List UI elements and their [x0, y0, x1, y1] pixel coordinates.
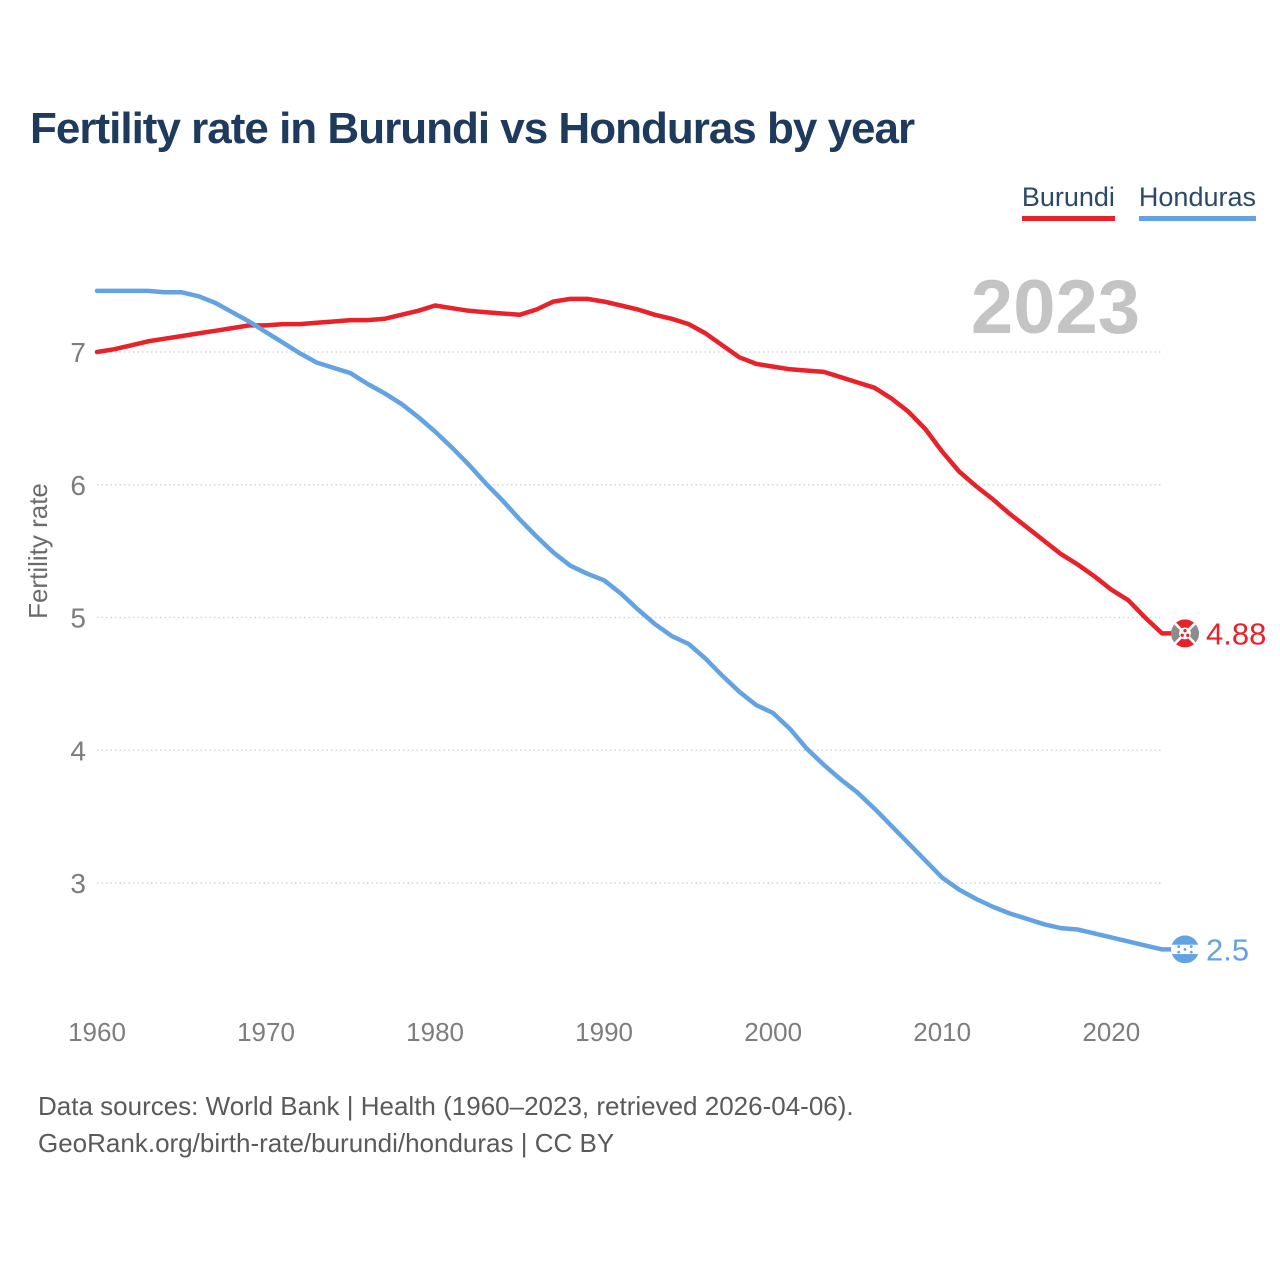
footer-data-sources: Data sources: World Bank | Health (1960–… [38, 1091, 854, 1121]
flag-top-stripe [1171, 935, 1199, 945]
flag-star [1189, 945, 1193, 948]
flag-star [1180, 633, 1184, 637]
flag-star [1177, 950, 1181, 954]
x-tick-label: 2010 [913, 1017, 971, 1047]
flag-star [1177, 945, 1181, 948]
y-tick-label: 3 [70, 868, 86, 899]
flag-bottom-panel [1171, 633, 1199, 648]
y-tick-label: 6 [70, 470, 86, 501]
flag-star [1183, 947, 1187, 951]
end-value-label-honduras: 2.5 [1206, 932, 1249, 967]
x-tick-label: 1970 [237, 1017, 295, 1047]
y-tick-label: 4 [70, 735, 86, 766]
series-line-burundi[interactable] [94, 296, 1174, 636]
y-tick-label: 5 [70, 603, 86, 634]
x-tick-label: 2000 [744, 1017, 802, 1047]
footer-attribution: GeoRank.org/birth-rate/burundi/honduras … [38, 1128, 615, 1158]
footer: Data sources: World Bank | Health (1960–… [38, 1088, 854, 1162]
flag-star [1186, 633, 1190, 637]
watermark-year: 2023 [971, 265, 1140, 350]
flag-left-panel [1171, 619, 1185, 648]
honduras-flag-icon [1171, 935, 1199, 964]
series-line-honduras[interactable] [94, 288, 1174, 952]
flag-right-panel [1185, 619, 1199, 648]
legend: Burundi Honduras [1021, 182, 1256, 221]
chart-title: Fertility rate in Burundi vs Honduras by… [30, 104, 915, 153]
x-tick-label: 1960 [68, 1017, 126, 1047]
flag-bottom-stripe [1171, 954, 1199, 964]
y-axis-label: Fertility rate [23, 483, 53, 619]
legend-item-burundi[interactable]: Burundi [1021, 182, 1115, 221]
y-tick-label: 7 [70, 337, 86, 368]
legend-item-honduras[interactable]: Honduras [1138, 182, 1256, 221]
x-tick-label: 1990 [575, 1017, 633, 1047]
x-tick-label: 1980 [406, 1017, 464, 1047]
flag-top-panel [1171, 619, 1199, 634]
flag-star [1183, 628, 1187, 633]
burundi-flag-icon [1171, 619, 1199, 648]
flag-star [1189, 950, 1193, 954]
end-value-label-burundi: 4.88 [1206, 616, 1266, 651]
x-tick-label: 2020 [1082, 1017, 1140, 1047]
